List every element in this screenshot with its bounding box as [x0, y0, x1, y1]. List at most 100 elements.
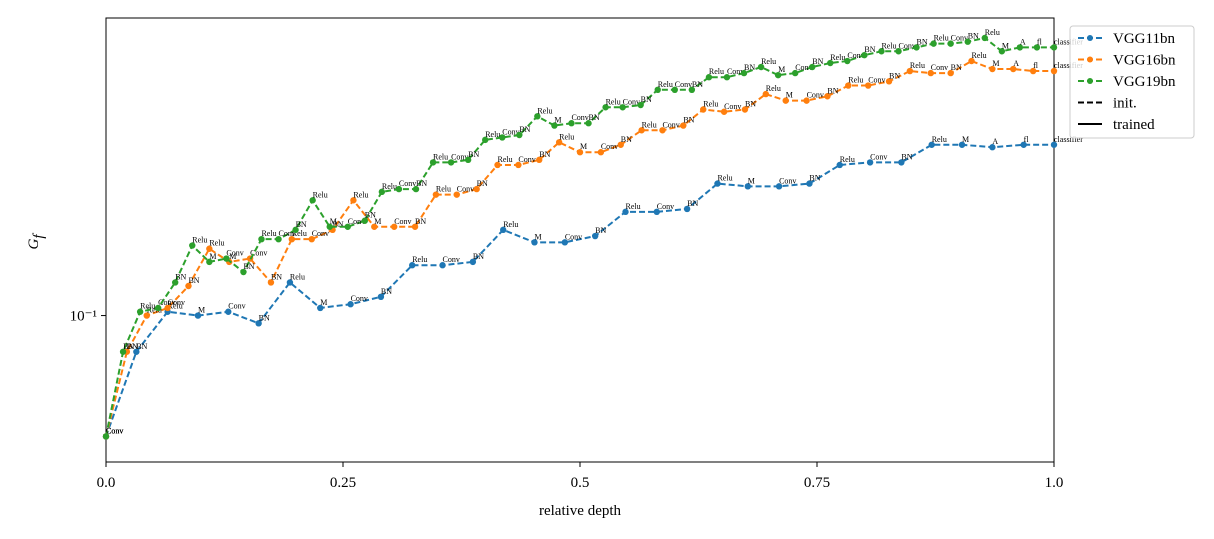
- point-label: Conv: [657, 202, 674, 211]
- point-label: Conv: [675, 80, 692, 89]
- point-label: BN: [539, 150, 550, 159]
- point-label: BN: [595, 226, 606, 235]
- data-point: [136, 308, 144, 315]
- point-label: Conv: [571, 113, 588, 122]
- point-label: Conv: [724, 102, 741, 111]
- data-point: [395, 185, 403, 193]
- point-label: BN: [259, 313, 270, 322]
- data-point: [845, 82, 852, 89]
- data-point: [683, 205, 691, 213]
- point-label: Relu: [382, 182, 397, 191]
- point-label: Relu: [985, 28, 1000, 37]
- data-point: [172, 279, 179, 286]
- data-point: [638, 127, 645, 134]
- point-label: BN: [621, 135, 632, 144]
- point-label: Conv: [870, 152, 887, 161]
- point-label: Conv: [158, 298, 175, 307]
- data-point: [515, 161, 522, 169]
- point-label: Conv: [106, 426, 123, 435]
- point-label: Conv: [662, 120, 679, 129]
- legend-marker: [1087, 35, 1093, 41]
- data-point: [968, 57, 975, 65]
- data-point: [494, 161, 501, 169]
- point-label: Conv: [451, 152, 468, 161]
- point-label: Conv: [565, 232, 582, 241]
- point-label: M: [374, 217, 381, 226]
- point-label: Relu: [840, 155, 855, 164]
- data-point: [791, 69, 799, 77]
- point-label: Relu: [498, 155, 513, 164]
- data-point: [292, 226, 299, 234]
- point-label: Conv: [502, 127, 519, 136]
- point-label: Relu: [559, 132, 574, 141]
- data-point: [288, 235, 296, 243]
- point-label: Relu: [932, 135, 947, 144]
- point-label: Conv: [807, 91, 824, 100]
- data-point: [928, 141, 935, 148]
- point-label: Conv: [623, 97, 640, 106]
- data-point: [878, 48, 885, 55]
- point-label: BN: [864, 45, 875, 54]
- data-point: [654, 86, 661, 94]
- point-label: Conv: [457, 185, 474, 194]
- y-tick-label: 10⁻¹: [70, 309, 97, 325]
- point-label: Conv: [795, 63, 812, 72]
- data-point: [947, 40, 954, 47]
- point-label: fl: [1024, 135, 1030, 144]
- point-label: M: [992, 59, 999, 68]
- legend-box: [1069, 25, 1195, 139]
- data-point: [143, 312, 150, 319]
- point-label: Conv: [106, 426, 123, 435]
- point-label: Conv: [899, 41, 916, 50]
- point-label: Relu: [766, 84, 781, 93]
- data-point: [275, 235, 282, 243]
- point-label: BN: [589, 113, 600, 122]
- data-point: [561, 239, 569, 246]
- data-point: [534, 113, 541, 120]
- point-label: M: [330, 217, 337, 226]
- point-label: Relu: [934, 34, 949, 43]
- point-label: Relu: [192, 236, 207, 245]
- data-point: [989, 144, 996, 151]
- point-label: BN: [175, 272, 186, 281]
- point-label: Conv: [518, 155, 535, 164]
- point-label: Relu: [261, 229, 276, 238]
- data-point: [453, 191, 460, 198]
- point-label: Relu: [436, 185, 451, 194]
- point-label: BN: [917, 37, 928, 46]
- point-label: Relu: [292, 229, 307, 238]
- point-label: classifier: [1054, 37, 1083, 46]
- point-label: BN: [968, 32, 979, 41]
- data-point: [361, 217, 369, 224]
- data-point: [617, 141, 624, 148]
- data-point: [411, 223, 419, 230]
- point-label: Relu: [830, 53, 845, 62]
- data-point: [499, 134, 506, 141]
- data-point: [347, 301, 354, 308]
- data-point: [1033, 44, 1041, 51]
- data-point: [1050, 44, 1058, 51]
- data-point: [432, 191, 440, 198]
- point-label: Conv: [601, 142, 618, 151]
- point-label: Conv: [279, 229, 296, 238]
- legend-label: VGG16bn: [1113, 53, 1176, 69]
- point-label: BN: [416, 179, 427, 188]
- point-label: BN: [519, 125, 530, 134]
- data-point: [958, 141, 966, 148]
- data-point: [762, 90, 770, 98]
- data-point: [700, 106, 707, 113]
- data-point: [705, 74, 713, 81]
- point-label: Relu: [972, 51, 987, 60]
- data-point: [927, 69, 934, 77]
- point-label: Conv: [951, 34, 968, 43]
- data-point: [390, 223, 398, 230]
- point-label: BN: [473, 252, 484, 261]
- point-label: M: [580, 142, 587, 151]
- data-point: [1050, 67, 1058, 75]
- data-point: [326, 223, 333, 230]
- data-point: [206, 245, 213, 252]
- data-point: [568, 120, 575, 127]
- point-label: BN: [136, 342, 147, 351]
- point-label: Relu: [703, 100, 718, 109]
- data-point: [775, 183, 783, 190]
